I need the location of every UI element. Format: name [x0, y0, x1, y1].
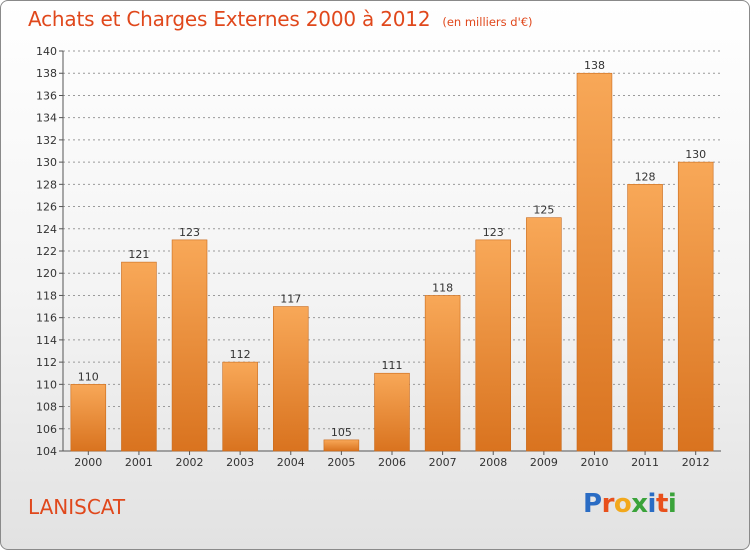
y-tick-label: 104: [36, 445, 57, 458]
y-tick-label: 128: [36, 178, 57, 191]
bar-2008: [475, 239, 511, 452]
x-tick-label: 2008: [479, 456, 507, 469]
y-tick-label: 110: [36, 378, 57, 391]
value-label: 110: [78, 370, 99, 383]
logo-letter: r: [601, 489, 615, 519]
y-tick-label: 122: [36, 245, 57, 258]
bar-2004: [273, 306, 309, 452]
y-tick-label: 106: [36, 423, 57, 436]
x-tick-label: 2012: [682, 456, 710, 469]
commune-name: LANISCAT: [28, 495, 126, 519]
value-label: 117: [280, 293, 301, 306]
x-tick-label: 2009: [530, 456, 558, 469]
bars: [70, 72, 714, 452]
bar-2006: [374, 372, 410, 452]
y-tick-label: 130: [36, 156, 57, 169]
value-label: 123: [179, 226, 200, 239]
x-tick-label: 2001: [125, 456, 153, 469]
chart-title: Achats et Charges Externes 2000 à 2012: [28, 7, 431, 31]
y-tick-label: 140: [36, 45, 57, 58]
value-label: 138: [584, 59, 605, 72]
x-tick-label: 2010: [580, 456, 608, 469]
bar-2003: [222, 361, 258, 452]
y-tick-label: 132: [36, 134, 57, 147]
logo-letter: t: [655, 489, 668, 519]
x-tick-label: 2011: [631, 456, 659, 469]
bar-2002: [171, 239, 208, 452]
logo-letter: x: [631, 489, 648, 519]
x-tick-label: 2004: [277, 456, 305, 469]
value-label: 123: [483, 226, 504, 239]
x-tick-label: 2007: [429, 456, 457, 469]
title-row: Achats et Charges Externes 2000 à 2012 (e…: [28, 7, 533, 31]
value-label: 128: [635, 170, 656, 183]
y-tick-label: 108: [36, 401, 57, 414]
x-tick-label: 2000: [74, 456, 102, 469]
x-tick-label: 2002: [176, 456, 204, 469]
y-tick-label: 120: [36, 267, 57, 280]
value-label: 112: [230, 348, 251, 361]
y-tick-label: 134: [36, 112, 57, 125]
x-tick-label: 2006: [378, 456, 406, 469]
y-tick-label: 116: [36, 312, 57, 325]
bar-2005: [323, 439, 360, 452]
value-label: 118: [432, 281, 453, 294]
x-tick-label: 2003: [226, 456, 254, 469]
bar-2011: [627, 184, 663, 452]
y-tick-label: 136: [36, 89, 57, 102]
bar-2010: [576, 72, 613, 452]
bar-2007: [424, 295, 461, 452]
value-label: 130: [685, 148, 706, 161]
logo-letter: i: [667, 489, 677, 519]
logo-letter: i: [647, 489, 657, 519]
logo-letter: o: [613, 489, 632, 519]
y-tick-label: 124: [36, 223, 57, 236]
bar-2001: [121, 261, 157, 452]
bar-2000: [70, 384, 107, 452]
logo-letter: P: [583, 489, 602, 519]
bar-2012: [677, 161, 714, 452]
y-tick-label: 112: [36, 356, 57, 369]
proxiti-logo: Proxiti: [583, 489, 677, 519]
value-label: 111: [382, 359, 403, 372]
value-label: 125: [533, 204, 554, 217]
y-tick-label: 114: [36, 334, 57, 347]
y-tick-label: 118: [36, 289, 57, 302]
value-label: 121: [128, 248, 149, 261]
labels: 104 106 108 110 112 114 116 118 120 122 124 126 128 1…: [36, 45, 710, 469]
bar-2009: [526, 217, 562, 452]
y-tick-label: 126: [36, 201, 57, 214]
value-label: 105: [331, 426, 352, 439]
chart-subtitle: (en milliers d'€): [442, 15, 533, 29]
y-tick-label: 138: [36, 67, 57, 80]
x-tick-label: 2005: [327, 456, 355, 469]
